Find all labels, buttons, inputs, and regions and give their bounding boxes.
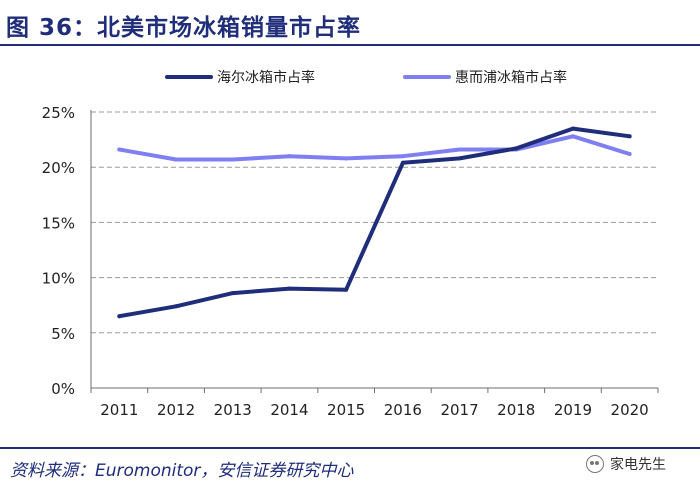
- title-divider: [0, 44, 700, 46]
- x-tick-label: 2018: [497, 401, 535, 419]
- y-tick-label: 5%: [51, 325, 75, 343]
- wechat-icon: [586, 455, 604, 473]
- data-point: [230, 291, 235, 296]
- data-point: [344, 156, 349, 161]
- x-tick-label: 2012: [157, 401, 195, 419]
- x-tick-label: 2013: [214, 401, 252, 419]
- data-point: [174, 157, 179, 162]
- data-point: [230, 157, 235, 162]
- data-point: [514, 146, 519, 151]
- data-point: [457, 147, 462, 152]
- series-line: [117, 126, 632, 319]
- data-point: [627, 151, 632, 156]
- x-tick-label: 2020: [611, 401, 649, 419]
- y-tick-label: 25%: [42, 104, 75, 122]
- data-point: [287, 154, 292, 159]
- y-tick-label: 15%: [42, 214, 75, 232]
- data-point: [117, 314, 122, 319]
- watermark: 家电先生: [586, 454, 666, 474]
- data-point: [400, 154, 405, 159]
- data-point: [117, 147, 122, 152]
- data-point: [400, 160, 405, 165]
- x-tick-label: 2019: [554, 401, 592, 419]
- data-point: [174, 304, 179, 309]
- data-point: [570, 126, 575, 131]
- legend-label: 海尔冰箱市占率: [217, 69, 315, 86]
- data-point: [570, 134, 575, 139]
- y-tick-label: 0%: [51, 380, 75, 398]
- watermark-label: 家电先生: [610, 457, 666, 473]
- x-tick-label: 2011: [100, 401, 138, 419]
- y-tick-label: 20%: [42, 159, 75, 177]
- data-point: [287, 286, 292, 291]
- page-title: 图 36：北美市场冰箱销量市占率: [6, 15, 362, 41]
- x-tick-label: 2015: [327, 401, 365, 419]
- legend-label: 惠而浦冰箱市占率: [455, 69, 567, 86]
- line-chart: 0% 5% 10% 15% 20% 25% 2011 2012 2013 2014 2015 2016…: [42, 69, 659, 419]
- source-divider: [0, 447, 700, 449]
- y-tick-label: 10%: [42, 270, 75, 288]
- data-point: [457, 156, 462, 161]
- series-line: [117, 134, 632, 162]
- x-tick-label: 2014: [270, 401, 308, 419]
- data-point: [344, 287, 349, 292]
- data-point: [627, 134, 632, 139]
- source-note: 资料来源：Euromonitor，安信证券研究中心: [10, 461, 354, 481]
- x-tick-label: 2016: [384, 401, 422, 419]
- x-tick-label: 2017: [440, 401, 478, 419]
